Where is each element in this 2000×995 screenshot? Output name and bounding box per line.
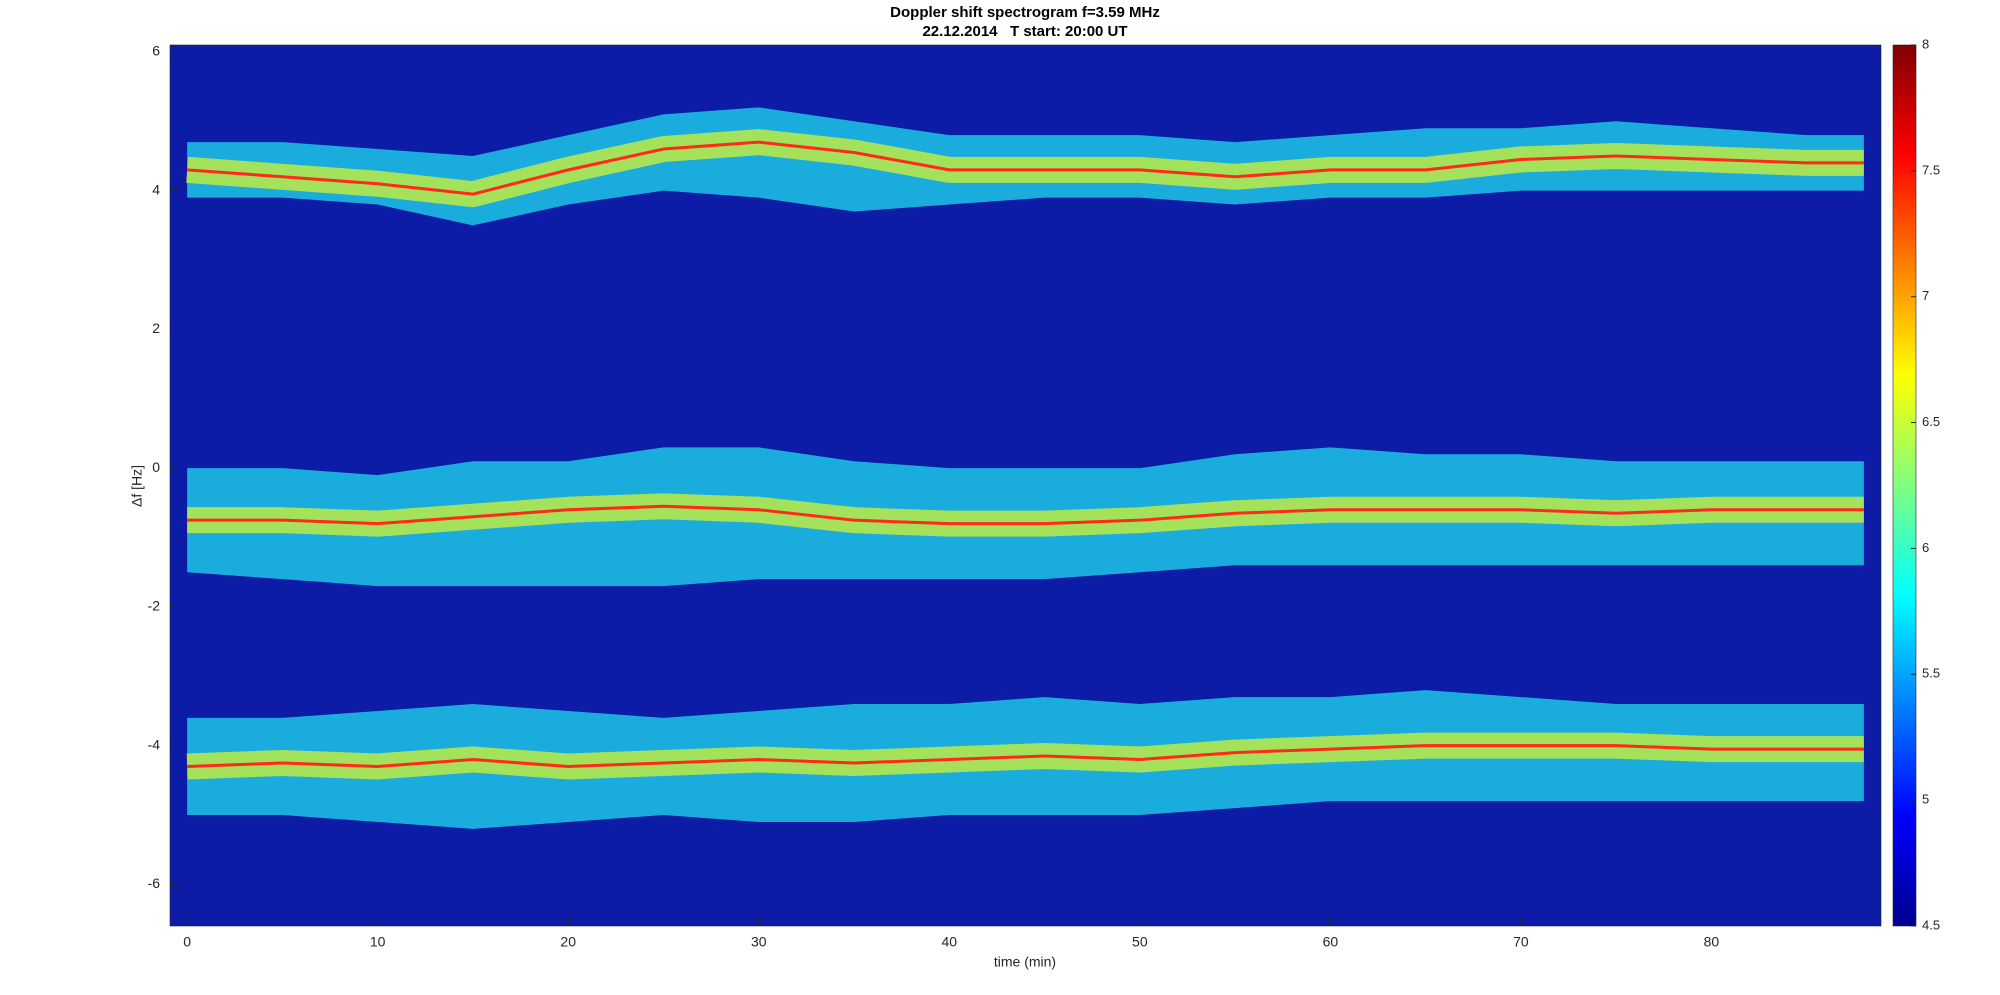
plot-frame — [169, 44, 1882, 927]
y-tick-label: 0 — [152, 459, 160, 475]
band-ridge — [187, 744, 1864, 768]
x-tick-label: 60 — [1323, 934, 1339, 950]
x-tick-label: 20 — [560, 934, 576, 950]
y-tick-label: -4 — [148, 736, 161, 752]
x-tick-label: 70 — [1513, 934, 1529, 950]
colorbar-tick-label: 7.5 — [1922, 162, 1940, 177]
colorbar-tick-label: 8 — [1922, 36, 1929, 51]
x-tick-label: 50 — [1132, 934, 1148, 950]
colorbar-tick-label: 5 — [1922, 792, 1929, 807]
colorbar-tick-label: 4.5 — [1922, 917, 1940, 932]
chart-title: Doppler shift spectrogram f=3.59 MHz — [890, 4, 1160, 21]
colorbar — [1892, 44, 1917, 927]
y-axis-label: Δf [Hz] — [129, 465, 145, 507]
y-tick-label: -6 — [148, 875, 161, 891]
plot-area — [186, 107, 1864, 829]
y-tick-label: -2 — [148, 598, 161, 614]
colorbar-tick-label: 7 — [1922, 288, 1929, 303]
y-tick-label: 4 — [152, 181, 160, 197]
chart-subtitle: 22.12.2014 T start: 20:00 UT — [922, 23, 1127, 40]
x-tick-label: 0 — [183, 934, 191, 950]
x-axis-label: time (min) — [994, 954, 1056, 970]
x-tick-label: 80 — [1704, 934, 1720, 950]
y-tick-label: 2 — [152, 320, 160, 336]
x-tick-label: 30 — [751, 934, 767, 950]
x-tick-label: 10 — [370, 934, 386, 950]
y-tick-label: 6 — [152, 43, 160, 59]
colorbar-tick-label: 5.5 — [1922, 666, 1940, 681]
band-ridge — [187, 140, 1864, 196]
colorbar-tick-label: 6.5 — [1922, 414, 1940, 429]
x-tick-label: 40 — [941, 934, 957, 950]
band-ridge — [187, 504, 1864, 526]
colorbar-tick-label: 6 — [1922, 540, 1929, 555]
